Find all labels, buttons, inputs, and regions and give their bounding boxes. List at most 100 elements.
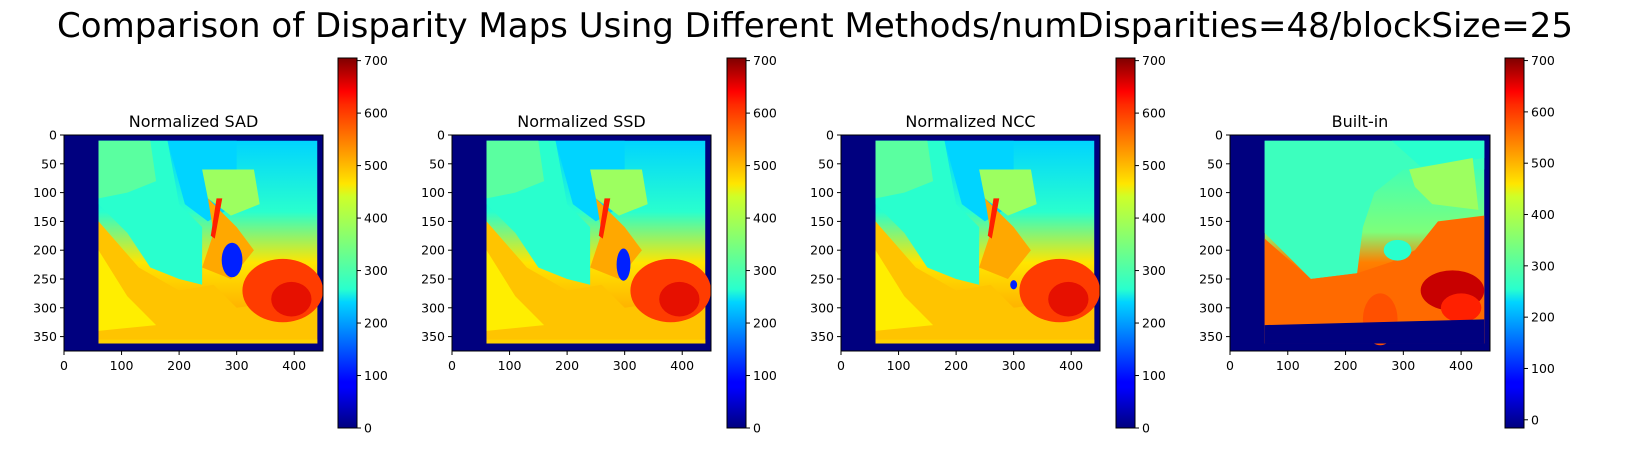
hole-region [1010, 280, 1018, 290]
colorbar-tick-label: 400 [364, 211, 388, 226]
background-region [98, 140, 157, 199]
colorbar-gradient [726, 57, 747, 429]
object-region [1383, 239, 1412, 261]
colorbar-gradient [1115, 57, 1136, 429]
disparity-panel-2: Normalized SSD 0 100 200 300 400 0 50 100 150 200 2… [421, 53, 777, 435]
colorbar-tick-label: 300 [364, 263, 388, 278]
x-tick-label: 400 [1059, 358, 1083, 373]
edge-region [598, 198, 611, 239]
x-tick-label: 200 [167, 358, 191, 373]
y-tick-label: 150 [33, 214, 57, 229]
colorbar: 0 100 200 300 400 500 600 700 [1115, 53, 1166, 436]
y-tick-label: 250 [1199, 272, 1223, 287]
colorbar-tick-label: 600 [753, 106, 777, 121]
colorbar-tick-label: 100 [1531, 361, 1555, 376]
y-tick-label: 250 [421, 272, 445, 287]
x-tick-label: 0 [60, 358, 68, 373]
y-tick-label: 350 [421, 329, 445, 344]
colorbar: 0 100 200 300 400 500 600 700 [337, 53, 388, 436]
colorbar-tick-label: 500 [364, 158, 388, 173]
y-tick-label: 200 [421, 243, 445, 258]
colorbar-tick-label: 0 [753, 421, 761, 436]
y-tick-label: 300 [810, 300, 834, 315]
x-tick-label: 300 [1002, 358, 1026, 373]
y-tick-label: 150 [1199, 214, 1223, 229]
colorbar-tick-label: 300 [1142, 263, 1166, 278]
colorbar-tick-label: 200 [364, 316, 388, 331]
x-tick-label: 100 [887, 358, 911, 373]
floor-region [486, 250, 545, 331]
colorbar-tick-label: 400 [1142, 211, 1166, 226]
y-tick-label: 300 [421, 300, 445, 315]
background-region [1264, 140, 1485, 279]
colorbar-tick-label: 600 [1142, 106, 1166, 121]
disparity-panel-3: Normalized NCC 0 100 200 300 400 0 50 100 150 200 2… [810, 53, 1166, 435]
x-tick-label: 200 [555, 358, 579, 373]
invalid-region [1264, 319, 1485, 344]
x-tick-label: 300 [225, 358, 249, 373]
x-tick-label: 0 [837, 358, 845, 373]
y-tick-label: 0 [1215, 128, 1223, 143]
floor-region [875, 339, 1095, 344]
x-tick-label: 200 [1334, 358, 1358, 373]
y-tick-label: 300 [1199, 300, 1223, 315]
y-tick-label: 100 [421, 185, 445, 200]
colorbar-tick-label: 500 [1531, 156, 1555, 171]
colorbar-tick-label: 400 [753, 211, 777, 226]
y-tick-label: 100 [810, 185, 834, 200]
floor-region [486, 339, 706, 344]
y-tick-label: 150 [421, 214, 445, 229]
colorbar-tick-label: 700 [753, 53, 777, 68]
colorbar-tick-label: 700 [364, 53, 388, 68]
x-tick-label: 400 [1449, 358, 1473, 373]
colorbar-tick-label: 500 [1142, 158, 1166, 173]
x-tick-label: 300 [1391, 358, 1415, 373]
disparity-image [452, 135, 711, 351]
colorbar-tick-label: 0 [364, 421, 372, 436]
panel-title: Built-in [1332, 112, 1389, 131]
y-tick-label: 0 [826, 128, 834, 143]
axes-frame [840, 134, 1101, 352]
disparity-image [64, 135, 323, 351]
colorbar: 0 100 200 300 400 500 600 700 [1504, 53, 1555, 429]
x-tick-label: 100 [1276, 358, 1300, 373]
colorbar-tick-label: 700 [1531, 53, 1555, 68]
x-tick-label: 0 [448, 358, 456, 373]
hole-region [221, 242, 243, 278]
suptitle: Comparison of Disparity Maps Using Diffe… [57, 6, 1573, 46]
y-tick-label: 50 [1207, 156, 1223, 171]
y-tick-label: 0 [437, 128, 445, 143]
disparity-panel-1: Normalized SAD 0 100 200 300 400 0 50 100 150 200 2… [33, 53, 388, 435]
colorbar-tick-label: 600 [1531, 104, 1555, 119]
axes-frame [63, 134, 324, 352]
x-tick-label: 200 [944, 358, 968, 373]
panel-title: Normalized SSD [517, 112, 645, 131]
colorbar-tick-label: 200 [753, 316, 777, 331]
axes-frame [451, 134, 712, 352]
colorbar-tick-label: 100 [1142, 368, 1166, 383]
y-tick-label: 250 [810, 272, 834, 287]
colorbar-gradient [337, 57, 358, 429]
y-tick-label: 200 [1199, 243, 1223, 258]
y-tick-label: 100 [33, 185, 57, 200]
near-object [1048, 281, 1089, 317]
y-tick-label: 50 [429, 156, 445, 171]
axes-frame [1229, 134, 1491, 352]
x-tick-label: 300 [613, 358, 637, 373]
colorbar-tick-label: 200 [1142, 316, 1166, 331]
y-tick-label: 0 [49, 128, 57, 143]
floor-region [875, 250, 934, 331]
disparity-image [841, 135, 1100, 351]
near-object [1440, 293, 1482, 323]
hole-region [616, 248, 631, 281]
colorbar-tick-label: 0 [1531, 412, 1539, 427]
colorbar-tick-label: 100 [753, 368, 777, 383]
y-tick-label: 50 [41, 156, 57, 171]
floor-region [98, 250, 157, 331]
y-tick-label: 100 [1199, 185, 1223, 200]
colorbar: 0 100 200 300 400 500 600 700 [726, 53, 777, 436]
colorbar-tick-label: 300 [753, 263, 777, 278]
edge-region [210, 198, 223, 239]
x-tick-label: 100 [110, 358, 134, 373]
